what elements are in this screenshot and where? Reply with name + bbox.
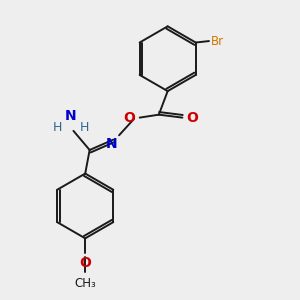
Text: O: O: [123, 111, 135, 124]
Text: O: O: [186, 111, 198, 124]
Text: CH₃: CH₃: [74, 277, 96, 290]
Text: O: O: [79, 256, 91, 270]
Text: N: N: [106, 137, 118, 151]
Text: N: N: [65, 110, 76, 124]
Text: H: H: [79, 122, 89, 134]
Text: H: H: [52, 122, 62, 134]
Text: Br: Br: [210, 34, 224, 48]
